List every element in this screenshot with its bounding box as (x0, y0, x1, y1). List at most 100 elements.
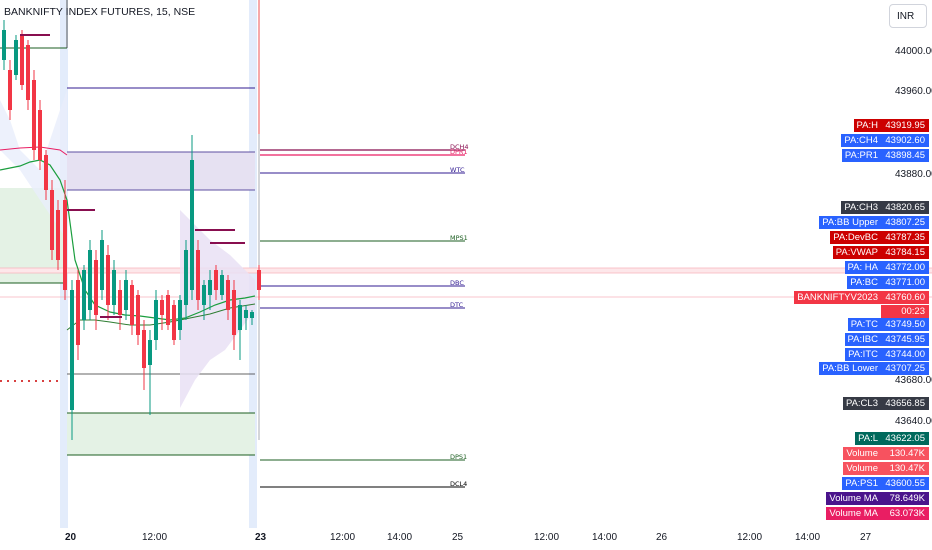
price-axis-tick: 44000.00 (895, 46, 932, 57)
time-axis-label: 14:00 (387, 532, 413, 543)
level-label-mps1: MPS1 (450, 234, 468, 242)
price-badge-value: 43749.50 (881, 318, 929, 331)
level-label-dbc: DBC (450, 279, 464, 287)
price-badge-value: 43600.55 (881, 477, 929, 490)
price-badge: Volume 130.47K (843, 462, 929, 475)
price-badge-value: 130.47K (881, 447, 929, 460)
candle-body (154, 300, 158, 340)
price-badge: PA:L 43622.05 (855, 432, 929, 445)
candle-body (112, 270, 116, 305)
price-badge-value: 43745.95 (881, 333, 929, 346)
candle-body (160, 300, 164, 315)
candlestick-series (2, 20, 261, 440)
candle-body (8, 70, 12, 110)
price-badge-value: 43656.85 (881, 397, 929, 410)
price-badge-name: PA:CH3 (841, 201, 881, 214)
price-badge-value: 43760.60 (881, 291, 929, 304)
price-badge-name: PA:PS1 (842, 477, 881, 490)
candle-body (238, 305, 242, 330)
candle-body (76, 280, 80, 345)
candle-body (20, 35, 24, 85)
time-axis-label: 14:00 (795, 532, 821, 543)
price-badge-name: PA:BB Lower (819, 362, 881, 375)
price-badge-value: 43787.35 (881, 231, 929, 244)
price-badge: PA:BC 43771.00 (847, 276, 929, 289)
candle-body (130, 285, 134, 325)
candle-body (32, 80, 36, 150)
price-badge: PA:H 43919.95 (853, 119, 929, 132)
price-badge-value: 78.649K (881, 492, 929, 505)
price-badge-value: 43820.65 (881, 201, 929, 214)
price-badge-name: Volume MA (826, 492, 881, 505)
price-badge: Volume MA 63.073K (826, 507, 929, 520)
zone-purple (67, 152, 255, 190)
price-axis-tick: 43680.00 (895, 375, 932, 386)
candle-body (214, 270, 218, 290)
price-badge-value: 43622.05 (881, 432, 929, 445)
candle-body (220, 275, 224, 295)
symbol-title[interactable]: BANKNIFTY INDEX FUTURES, 15, NSE (4, 6, 196, 18)
price-badge-name: PA:CL3 (842, 397, 881, 410)
candle-body (124, 280, 128, 310)
price-badge-value: 43902.60 (881, 134, 929, 147)
time-axis-label: 12:00 (330, 532, 356, 543)
price-badge-name: PA:BB Upper (819, 216, 881, 229)
price-badge: PA:PR1 43898.45 (841, 149, 929, 162)
price-badge-name: PA:PR1 (841, 149, 881, 162)
candle-body (70, 290, 74, 410)
price-badge-name: PA:L (855, 432, 881, 445)
candle-body (100, 240, 104, 290)
price-badge: PA:PS1 43600.55 (842, 477, 929, 490)
price-axis-tick: 43640.00 (895, 416, 932, 427)
level-label-dtc: DTC (450, 301, 464, 309)
ma-line-green (0, 159, 256, 321)
candle-body (2, 30, 6, 60)
time-axis-label: 25 (452, 532, 464, 543)
price-badge: PA: HA 43772.00 (844, 261, 929, 274)
price-badge-name: PA:TC (847, 318, 881, 331)
price-badge-name: PA:CH4 (841, 134, 881, 147)
bar-countdown: 00:23 (881, 305, 929, 318)
candle-body (44, 155, 48, 190)
price-badge: BANKNIFTYV2023 43760.60 (794, 291, 929, 304)
price-badge-name: PA:IBC (844, 333, 881, 346)
price-badge: PA:DevBC 43787.35 (830, 231, 929, 244)
price-badge-value: 43919.95 (881, 119, 929, 132)
level-label-dcl4: DCL4 (450, 480, 468, 488)
price-badge: PA:ITC 43744.00 (845, 348, 929, 361)
candle-body (190, 160, 194, 290)
price-badge: PA:BB Lower 43707.25 (819, 362, 929, 375)
candle-body (136, 295, 140, 335)
candle-body (56, 210, 60, 260)
price-badge-name: Volume (843, 447, 881, 460)
price-badge-value: 130.47K (881, 462, 929, 475)
time-axis-label: 12:00 (737, 532, 763, 543)
candle-body (257, 270, 261, 290)
time-axis-label: 20 (65, 532, 77, 543)
price-badge: PA:TC 43749.50 (847, 318, 929, 331)
candle-body (63, 200, 67, 290)
time-axis-label: 12:00 (142, 532, 168, 543)
candle-body (14, 40, 18, 75)
candle-body (226, 280, 230, 310)
time-axis-label: 23 (255, 532, 267, 543)
level-label-dpr1: DPR1 (450, 148, 468, 156)
price-badge: Volume MA 78.649K (826, 492, 929, 505)
price-badge-name: PA:VWAP (832, 246, 881, 259)
candle-body (232, 290, 236, 335)
price-badge-value: 43772.00 (881, 261, 929, 274)
candle-body (196, 250, 200, 300)
candle-body (148, 340, 152, 365)
candle-body (26, 45, 30, 100)
candle-body (178, 300, 182, 330)
price-axis-tick: 43880.00 (895, 169, 932, 180)
price-badge-value: 43744.00 (881, 348, 929, 361)
candle-body (244, 310, 248, 318)
candle-body (106, 255, 110, 305)
currency-button[interactable]: INR (889, 4, 927, 28)
price-badge-name: PA:BC (847, 276, 881, 289)
level-label-wtc: WTC (450, 166, 465, 174)
time-axis-label: 14:00 (592, 532, 618, 543)
